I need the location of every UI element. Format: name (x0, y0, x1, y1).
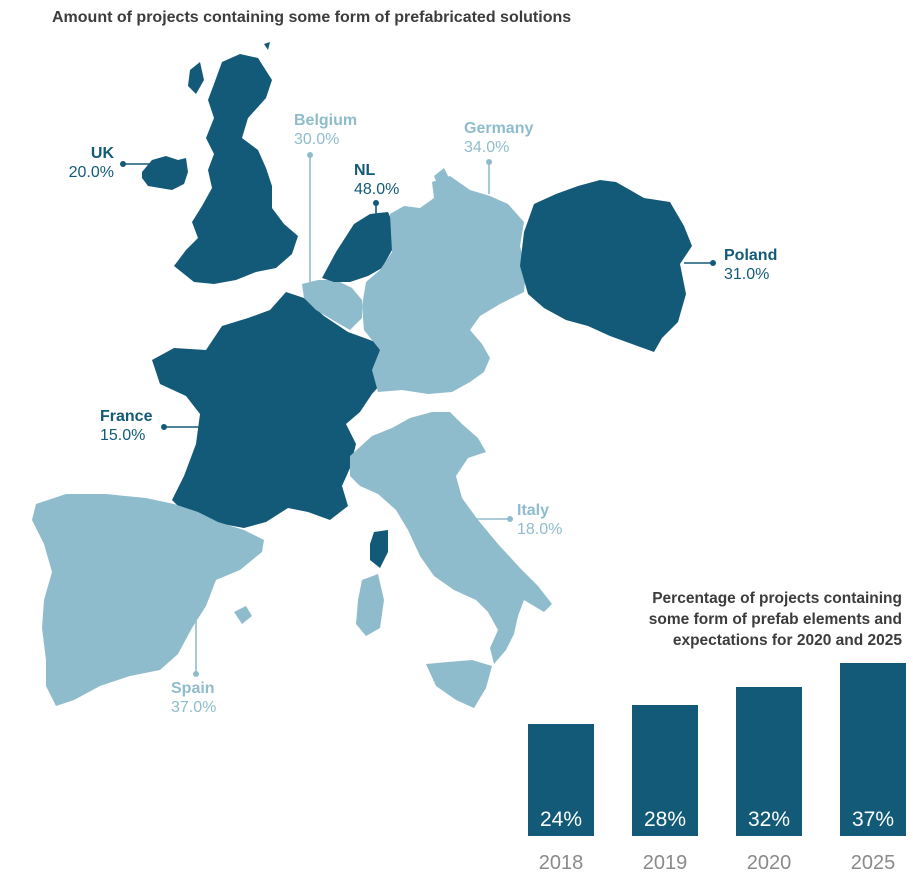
label-spain-name: Spain (171, 680, 215, 697)
island-corsica (370, 530, 388, 568)
leader-france-dot (161, 424, 167, 430)
bar-2018: 24% (528, 724, 594, 836)
label-belgium-name: Belgium (294, 112, 358, 129)
country-france (152, 292, 396, 528)
leader-spain-dot (193, 671, 199, 677)
bar-2019: 28% (632, 705, 698, 836)
label-italy-name: Italy (517, 502, 550, 519)
label-spain: Spain 37.0% (171, 679, 216, 717)
bar-chart-title-line-1: Percentage of projects containing (652, 590, 902, 607)
bar-2020: 32% (736, 687, 802, 836)
leader-nl-dot (373, 200, 379, 206)
country-italy (350, 412, 552, 664)
country-uk (174, 54, 298, 284)
label-poland-name: Poland (724, 247, 778, 264)
bar-chart-title-line-2: some form of prefab elements and (648, 611, 902, 628)
label-france-name: France (100, 408, 153, 425)
country-spain (32, 494, 264, 706)
leader-lines (120, 152, 716, 677)
x-tick-label: 2025 (850, 852, 896, 874)
label-italy-value: 18.0% (517, 521, 563, 538)
leader-uk-dot (120, 161, 126, 167)
bar-chart-title: Percentage of projects containing some f… (582, 588, 902, 651)
label-belgium: Belgium 30.0% (294, 111, 357, 149)
country-poland (520, 180, 692, 352)
label-italy: Italy 18.0% (517, 501, 562, 539)
label-germany-name: Germany (464, 120, 534, 137)
island-mallorca (234, 606, 252, 624)
label-france-value: 15.0% (100, 427, 146, 444)
country-belgium (302, 280, 362, 330)
label-uk-name: UK (90, 145, 114, 162)
land-denmark-tip (434, 168, 450, 190)
island-shetland (264, 42, 270, 50)
x-tick-label: 2020 (746, 852, 792, 874)
leader-belgium-dot (307, 152, 313, 158)
bar-value-label: 32% (747, 808, 791, 831)
label-france: France 15.0% (100, 407, 152, 445)
label-nl: NL 48.0% (354, 161, 399, 199)
map-title: Amount of projects containing some form … (52, 9, 572, 26)
country-ireland (142, 156, 188, 190)
label-uk-value: 20.0% (68, 164, 114, 181)
leader-poland-dot (710, 260, 716, 266)
bar-value-label: 37% (851, 808, 895, 831)
label-germany-value: 34.0% (464, 139, 510, 156)
label-poland-value: 31.0% (724, 266, 770, 283)
x-tick-label: 2018 (538, 852, 584, 874)
label-nl-value: 48.0% (354, 181, 400, 198)
label-belgium-value: 30.0% (294, 131, 340, 148)
bar-2025: 37% (840, 663, 906, 836)
label-germany: Germany 34.0% (464, 119, 533, 157)
country-germany (362, 176, 526, 394)
label-uk: UK 20.0% (40, 144, 114, 182)
label-spain-value: 37.0% (171, 699, 217, 716)
island-sardinia (356, 574, 384, 636)
country-netherlands (322, 212, 394, 282)
label-nl-name: NL (354, 162, 376, 179)
leader-italy-dot (507, 516, 513, 522)
bar-chart-title-line-3: expectations for 2020 and 2025 (672, 632, 902, 649)
island-hebrides (188, 62, 204, 94)
x-tick-label: 2019 (642, 852, 688, 874)
label-poland: Poland 31.0% (724, 246, 777, 284)
bar-value-label: 24% (539, 808, 583, 831)
island-sicily (426, 660, 492, 708)
bar-value-label: 28% (643, 808, 687, 831)
leader-germany-dot (486, 159, 492, 165)
